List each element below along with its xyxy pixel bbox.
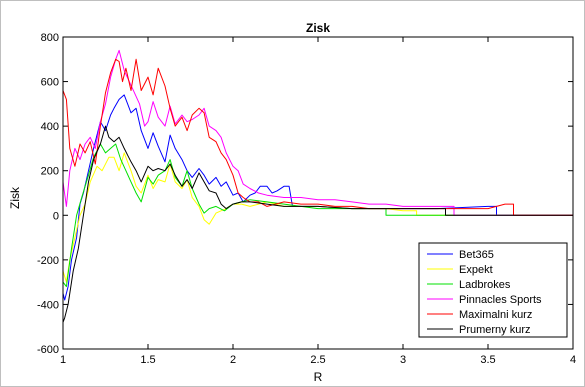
series-line-maximalni-kurz [62, 58, 573, 216]
x-tick-label: 2 [230, 354, 236, 366]
legend: Bet365 Expekt Ladbrokes Pinnacles Sports Max… [418, 242, 568, 338]
legend-label-expekt: Expekt [459, 264, 493, 276]
y-tick-label: 800 [41, 32, 59, 44]
x-tick-label: 3.5 [480, 354, 495, 366]
y-tick-label: -600 [37, 344, 59, 356]
x-axis-label: R [314, 370, 323, 384]
series-line-prumerny-kurz [62, 125, 573, 323]
y-tick-label: 0 [53, 210, 59, 222]
chart-title: Zisk [306, 21, 330, 35]
x-tick-label: 4 [570, 354, 576, 366]
legend-label-pinnacles-sports: Pinnacles Sports [459, 294, 542, 306]
series-layer [62, 49, 573, 323]
legend-label-bet365: Bet365 [459, 249, 494, 261]
x-tick-label: 1 [60, 354, 66, 366]
legend-label-ladbrokes: Ladbrokes [459, 279, 511, 291]
x-tick-label: 1.5 [140, 354, 155, 366]
legend-label-prumerny-kurz: Prumerny kurz [459, 324, 531, 336]
legend-label-maximalni-kurz: Maximalni kurz [459, 309, 532, 321]
plot-area-border [62, 36, 574, 350]
x-tick-label: 3 [400, 354, 406, 366]
y-tick-label: 400 [41, 121, 59, 133]
x-tick-label: 2.5 [310, 354, 325, 366]
y-tick-label: 200 [41, 166, 59, 178]
y-tick-label: -400 [37, 299, 59, 311]
series-line-bet365 [62, 94, 573, 301]
y-axis-label: Zisk [8, 186, 22, 209]
y-tick-label: 600 [41, 77, 59, 89]
legend-box [418, 242, 568, 338]
y-tick-label: -200 [37, 255, 59, 267]
